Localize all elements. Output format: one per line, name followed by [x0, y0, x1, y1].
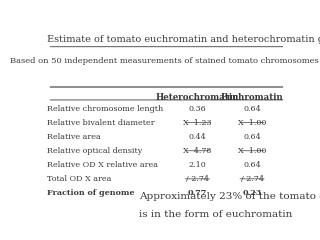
- Text: Total OD X area: Total OD X area: [47, 175, 112, 183]
- Text: 2.10: 2.10: [188, 161, 206, 169]
- Text: Relative OD X relative area: Relative OD X relative area: [47, 161, 158, 169]
- Text: 0.44: 0.44: [188, 133, 206, 141]
- Text: / 2.74: / 2.74: [186, 175, 209, 183]
- Text: Heterochromatin: Heterochromatin: [156, 93, 239, 102]
- Text: X  1.00: X 1.00: [238, 119, 266, 127]
- Text: X  4.78: X 4.78: [183, 147, 212, 155]
- Text: Based on 50 independent measurements of stained tomato chromosomes: Based on 50 independent measurements of …: [10, 57, 318, 66]
- Text: X  1.23: X 1.23: [183, 119, 212, 127]
- Text: 0.64: 0.64: [243, 133, 261, 141]
- Text: Euchromatin: Euchromatin: [221, 93, 284, 102]
- Text: Relative chromosome length: Relative chromosome length: [47, 105, 164, 113]
- Text: 0.64: 0.64: [243, 105, 261, 113]
- Text: 0.77: 0.77: [188, 189, 207, 197]
- Text: / 2.74: / 2.74: [241, 175, 264, 183]
- Text: 0.36: 0.36: [188, 105, 206, 113]
- Text: 0.64: 0.64: [243, 161, 261, 169]
- Text: Relative bivalent diameter: Relative bivalent diameter: [47, 119, 155, 127]
- Text: Estimate of tomato euchromatin and heterochromatin genome fractions: Estimate of tomato euchromatin and heter…: [47, 35, 320, 44]
- Text: is in the form of euchromatin: is in the form of euchromatin: [139, 210, 292, 219]
- Text: Fraction of genome: Fraction of genome: [47, 189, 135, 197]
- Text: Approximately 23% of the tomato genome: Approximately 23% of the tomato genome: [139, 192, 320, 201]
- Text: Relative optical density: Relative optical density: [47, 147, 143, 155]
- Text: 0.23: 0.23: [243, 189, 262, 197]
- Text: Relative area: Relative area: [47, 133, 101, 141]
- Text: X  1.00: X 1.00: [238, 147, 266, 155]
